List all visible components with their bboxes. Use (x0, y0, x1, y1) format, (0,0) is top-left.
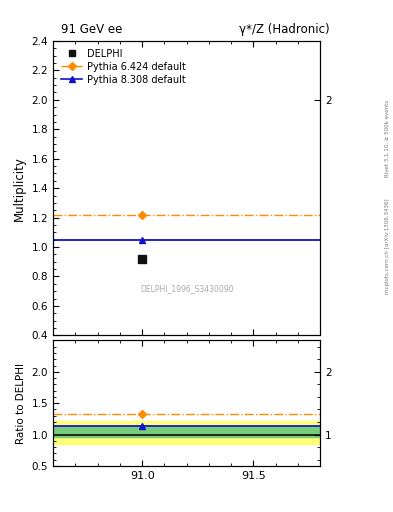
Text: Rivet 3.1.10, ≥ 500k events: Rivet 3.1.10, ≥ 500k events (385, 100, 389, 177)
Text: DELPHI_1996_S3430090: DELPHI_1996_S3430090 (140, 284, 233, 293)
Text: mcplots.cern.ch [arXiv:1306.3436]: mcplots.cern.ch [arXiv:1306.3436] (385, 198, 389, 293)
Legend: DELPHI, Pythia 6.424 default, Pythia 8.308 default: DELPHI, Pythia 6.424 default, Pythia 8.3… (58, 46, 189, 88)
Y-axis label: Ratio to DELPHI: Ratio to DELPHI (16, 362, 26, 444)
Y-axis label: Multiplicity: Multiplicity (13, 156, 26, 221)
Text: γ*/Z (Hadronic): γ*/Z (Hadronic) (239, 23, 330, 36)
Text: 91 GeV ee: 91 GeV ee (61, 23, 122, 36)
Bar (53, 428, 320, 437)
Bar (53, 421, 320, 444)
